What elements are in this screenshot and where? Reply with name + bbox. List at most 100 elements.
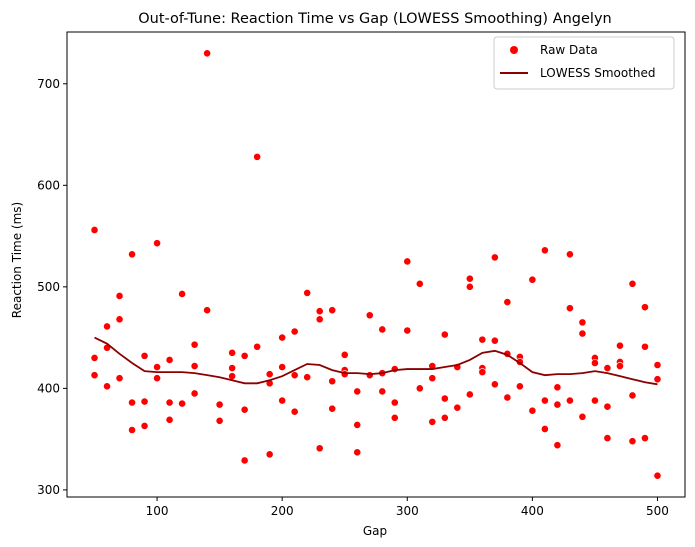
raw-data-point bbox=[115, 292, 124, 300]
raw-data-point bbox=[641, 434, 649, 443]
raw-data-point bbox=[428, 417, 437, 426]
raw-data-point bbox=[578, 329, 587, 338]
raw-data-point bbox=[641, 342, 649, 351]
raw-data-point bbox=[115, 315, 124, 324]
raw-data-point bbox=[553, 383, 562, 392]
raw-data-point bbox=[190, 362, 199, 370]
raw-data-point bbox=[415, 384, 424, 393]
x-tick-label: 100 bbox=[146, 504, 169, 518]
x-tick-label: 400 bbox=[521, 504, 544, 518]
raw-data-point bbox=[228, 372, 237, 381]
raw-data-point bbox=[465, 274, 474, 283]
raw-data-point bbox=[165, 356, 174, 364]
raw-data-point bbox=[378, 387, 387, 396]
raw-data-point bbox=[165, 398, 174, 407]
raw-data-point bbox=[540, 425, 549, 433]
raw-data-point bbox=[178, 290, 186, 298]
raw-data-point bbox=[503, 298, 512, 306]
y-tick-label: 700 bbox=[37, 77, 60, 91]
legend: Raw Data LOWESS Smoothed bbox=[493, 36, 675, 90]
raw-data-point bbox=[490, 253, 499, 262]
raw-data-point bbox=[490, 336, 499, 345]
raw-data-point bbox=[653, 471, 662, 480]
raw-data-point bbox=[478, 368, 487, 377]
raw-data-point bbox=[303, 289, 312, 297]
raw-data-point bbox=[278, 363, 287, 371]
raw-data-point bbox=[603, 402, 612, 411]
legend-box bbox=[493, 36, 675, 90]
plot-frame bbox=[66, 31, 686, 498]
raw-data-point bbox=[553, 441, 562, 450]
raw-data-point bbox=[603, 434, 612, 443]
raw-data-point bbox=[353, 421, 362, 429]
raw-data-point bbox=[616, 362, 624, 370]
raw-data-point bbox=[578, 412, 587, 421]
raw-data-point bbox=[115, 374, 124, 383]
raw-data-point bbox=[178, 399, 186, 408]
y-tick-label: 300 bbox=[37, 483, 60, 497]
raw-data-point bbox=[428, 374, 437, 383]
raw-data-point bbox=[90, 354, 99, 362]
raw-data-point bbox=[328, 306, 337, 315]
y-tick-label: 500 bbox=[37, 280, 60, 294]
raw-data-point bbox=[653, 361, 662, 369]
raw-data-point bbox=[165, 415, 174, 424]
y-tick-label: 600 bbox=[37, 178, 60, 192]
raw-data-point bbox=[90, 371, 99, 380]
raw-data-point bbox=[315, 315, 324, 324]
raw-data-point bbox=[641, 303, 649, 312]
raw-data-point bbox=[540, 246, 549, 255]
raw-data-point bbox=[328, 404, 337, 413]
legend-raw-data-label: Raw Data bbox=[540, 43, 598, 57]
raw-data-point bbox=[290, 407, 299, 416]
raw-data-point bbox=[228, 364, 237, 372]
raw-data-point bbox=[278, 396, 287, 405]
raw-data-point bbox=[315, 444, 324, 453]
legend-lowess-label: LOWESS Smoothed bbox=[540, 66, 656, 80]
y-tick-label: 400 bbox=[37, 381, 60, 395]
raw-data-point bbox=[628, 437, 637, 446]
raw-data-point bbox=[240, 351, 249, 360]
raw-data-point bbox=[403, 326, 412, 335]
raw-data-point bbox=[566, 396, 574, 405]
raw-data-point bbox=[265, 450, 274, 459]
raw-data-point bbox=[490, 380, 499, 389]
raw-data-point bbox=[628, 391, 637, 400]
raw-data-point bbox=[453, 403, 462, 412]
raw-data-point bbox=[140, 351, 149, 360]
raw-data-point bbox=[190, 340, 199, 349]
raw-data-point bbox=[591, 396, 599, 405]
raw-data-point bbox=[290, 327, 299, 336]
raw-data-point bbox=[153, 239, 161, 248]
raw-data-point bbox=[265, 370, 274, 379]
raw-data-point bbox=[553, 400, 562, 409]
raw-data-point bbox=[103, 382, 111, 391]
x-axis: 100 200 300 400 500 bbox=[146, 497, 669, 518]
raw-data-point bbox=[440, 394, 449, 403]
raw-data-point bbox=[378, 325, 387, 334]
raw-data-point bbox=[203, 49, 212, 58]
raw-data-point bbox=[128, 398, 136, 407]
raw-data-point bbox=[403, 257, 412, 266]
raw-data-point bbox=[566, 304, 574, 313]
raw-data-point bbox=[278, 333, 287, 342]
raw-data-point bbox=[616, 341, 624, 350]
raw-data-point bbox=[303, 373, 312, 382]
raw-data-point bbox=[515, 382, 524, 391]
raw-data-point bbox=[465, 282, 474, 291]
raw-data-point bbox=[128, 250, 136, 259]
raw-data-point bbox=[540, 396, 549, 405]
raw-data-point bbox=[415, 279, 424, 288]
plot-marks bbox=[90, 49, 662, 480]
raw-data-point bbox=[528, 275, 537, 284]
raw-data-point bbox=[465, 390, 474, 399]
chart-title: Out-of-Tune: Reaction Time vs Gap (LOWES… bbox=[138, 11, 612, 27]
raw-data-point bbox=[128, 426, 136, 434]
raw-data-point bbox=[253, 342, 262, 351]
raw-data-point bbox=[103, 322, 111, 331]
raw-data-point bbox=[140, 397, 149, 406]
raw-data-point bbox=[365, 371, 374, 380]
raw-data-point bbox=[140, 422, 149, 430]
raw-data-point bbox=[591, 359, 599, 367]
